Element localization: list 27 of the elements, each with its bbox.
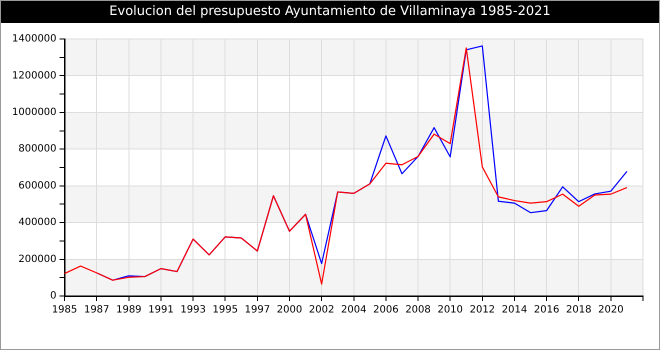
- y-tick-label: 200000: [18, 254, 57, 265]
- x-tick-label: 2018: [566, 304, 592, 316]
- x-tick-label: 2016: [534, 304, 560, 316]
- x-tick-label: 2020: [598, 304, 624, 316]
- x-tick-label: 1991: [148, 304, 174, 316]
- y-tick-label: 1000000: [12, 107, 57, 118]
- x-tick-label: 2006: [373, 304, 399, 316]
- x-tick-label: 2010: [437, 304, 463, 316]
- x-tick-label: 1985: [52, 304, 78, 316]
- x-tick-label: 1995: [212, 304, 238, 316]
- y-tick-label: 0: [50, 290, 57, 302]
- x-tick-label: 2008: [405, 304, 431, 316]
- chart-title: Evolucion del presupuesto Ayuntamiento de Villaminaya 1985-2021: [1, 1, 659, 23]
- y-tick-label: 800000: [18, 144, 57, 155]
- x-tick-label: 2014: [502, 304, 528, 316]
- y-tick-label: 400000: [18, 217, 57, 228]
- y-tick-label: 1400000: [12, 34, 57, 45]
- y-tick-label: 1200000: [12, 70, 57, 82]
- x-tick-label: 1993: [180, 304, 206, 316]
- x-tick-label: 2000: [276, 304, 302, 316]
- y-tick-label: 600000: [18, 180, 57, 192]
- x-tick-label: 2002: [308, 304, 334, 316]
- x-tick-label: 1989: [116, 304, 142, 316]
- x-tick-label: 1987: [84, 304, 110, 316]
- x-tick-label: 2012: [470, 304, 496, 316]
- x-tick-label: 1997: [244, 304, 270, 316]
- x-tick-label: 2004: [341, 304, 366, 316]
